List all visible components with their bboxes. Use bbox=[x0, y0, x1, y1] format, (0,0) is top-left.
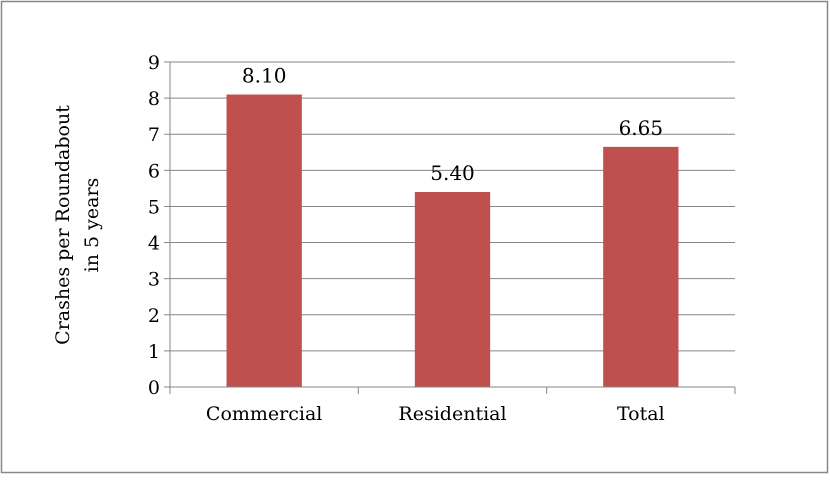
y-tick-label: 3 bbox=[148, 269, 160, 291]
labels: 0 1 2 3 4 5 6 7 8 9 Commercial 8.10 Residential 5.40 T… bbox=[148, 52, 665, 425]
bars bbox=[226, 94, 679, 387]
y-tick-label: 9 bbox=[148, 52, 160, 74]
y-tick-label: 2 bbox=[148, 305, 160, 327]
y-axis-title-line-2: in 5 years bbox=[81, 178, 103, 273]
y-tick-label: 8 bbox=[148, 88, 160, 110]
data-label: 5.40 bbox=[430, 161, 475, 185]
y-tick-label: 0 bbox=[148, 377, 160, 399]
bar-total bbox=[603, 146, 679, 387]
bar-residential bbox=[414, 192, 491, 387]
y-tick-label: 7 bbox=[148, 124, 160, 146]
y-tick-label: 6 bbox=[148, 160, 160, 182]
x-category-label: Total bbox=[617, 403, 665, 425]
axes bbox=[164, 61, 736, 394]
y-tick-label: 4 bbox=[148, 233, 160, 255]
data-label: 6.65 bbox=[619, 116, 664, 140]
bar-commercial bbox=[226, 94, 302, 387]
x-category-label: Commercial bbox=[206, 403, 322, 425]
y-tick-label: 5 bbox=[148, 196, 160, 218]
data-label: 8.10 bbox=[242, 64, 287, 88]
x-category-label: Residential bbox=[398, 403, 506, 425]
y-tick-label: 1 bbox=[148, 341, 160, 363]
y-axis-title-line-1: Crashes per Roundabout bbox=[52, 105, 74, 345]
